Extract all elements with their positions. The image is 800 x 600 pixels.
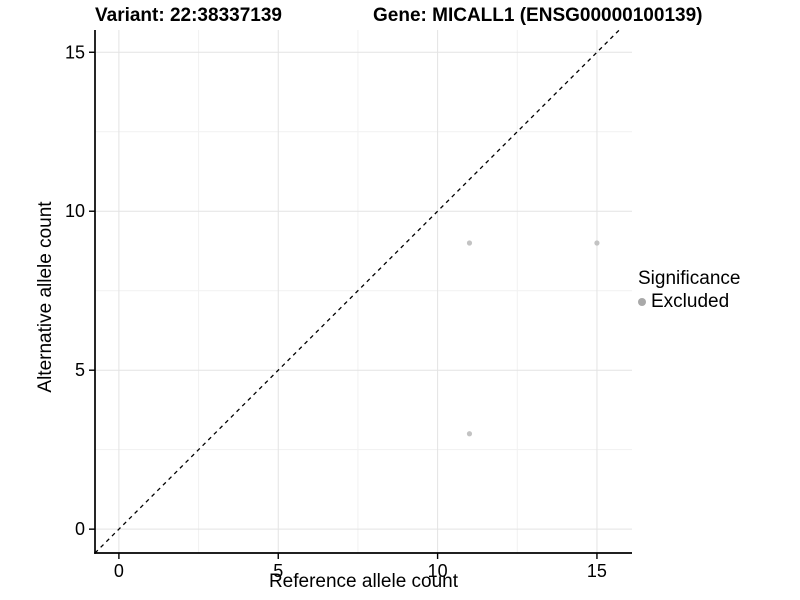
legend: Significance Excluded [638, 268, 740, 313]
x-axis-title: Reference allele count [268, 571, 459, 592]
x-tick-label: 0 [114, 561, 124, 581]
data-point [466, 431, 473, 437]
data-point [466, 240, 473, 246]
y-tick-label: 10 [65, 201, 85, 221]
legend-point-icon [638, 298, 646, 306]
legend-title: Significance [638, 268, 741, 289]
data-point [594, 240, 600, 246]
x-tick-label: 5 [273, 561, 283, 581]
y-tick-label: 15 [65, 42, 85, 62]
gene-title: Gene: MICALL1 (ENSG00000100139) [373, 5, 703, 26]
x-tick-label: 15 [587, 561, 607, 581]
legend-item-excluded: Excluded [638, 291, 740, 313]
y-axis-title: Alternative allele count [35, 201, 56, 393]
identity-reference-line [94, 29, 620, 554]
y-tick-label: 0 [75, 519, 85, 539]
legend-item-label: Excluded [651, 291, 730, 312]
variant-title: Variant: 22:38337139 [95, 5, 282, 26]
y-tick-label: 5 [75, 360, 85, 380]
x-tick-label: 10 [428, 561, 448, 581]
